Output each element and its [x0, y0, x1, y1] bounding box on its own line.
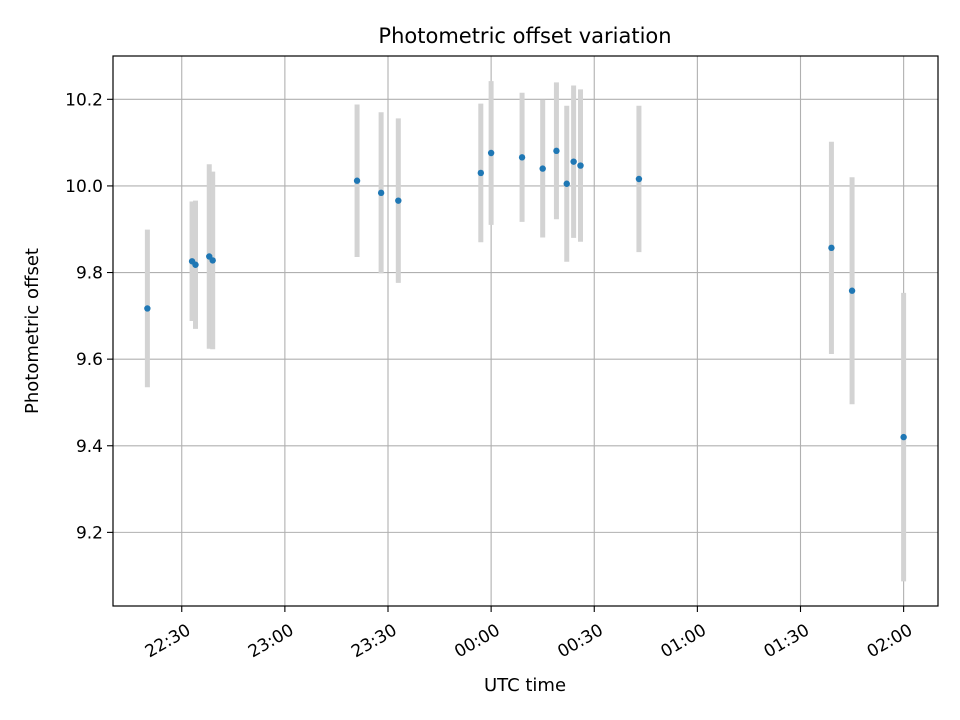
data-point	[563, 180, 570, 187]
plot-frame	[112, 55, 939, 607]
y-axis-ticks: 9.2 9.4 9.6 9.8 10.0 10.2	[65, 90, 113, 543]
y-tick-label: 9.4	[76, 437, 103, 457]
data-point	[209, 257, 216, 264]
x-axis-label: UTC time	[484, 675, 566, 696]
data-point	[570, 158, 577, 165]
data-point	[577, 162, 584, 169]
y-tick-label: 9.2	[76, 523, 103, 543]
y-tick-label: 9.8	[76, 264, 103, 284]
data-point	[539, 165, 546, 172]
y-tick-label: 9.6	[76, 350, 103, 370]
data-point	[477, 169, 485, 177]
data-point	[353, 177, 361, 184]
data-point	[377, 189, 385, 197]
data-point	[553, 147, 560, 155]
grid	[113, 56, 938, 606]
data-point	[518, 154, 526, 161]
data-point	[848, 287, 856, 294]
data-point	[395, 197, 402, 204]
data-point	[192, 261, 199, 268]
data-points	[144, 147, 907, 441]
data-point	[144, 305, 151, 312]
data-point	[828, 244, 835, 252]
data-point	[487, 149, 495, 157]
data-point	[635, 175, 643, 183]
plot-area	[113, 56, 938, 606]
chart-title: Photometric offset variation	[378, 24, 671, 48]
y-tick-label: 10.2	[65, 90, 103, 110]
y-axis-label: Photometric offset	[22, 248, 43, 414]
data-point	[900, 433, 907, 441]
y-tick-label: 10.0	[65, 177, 103, 197]
